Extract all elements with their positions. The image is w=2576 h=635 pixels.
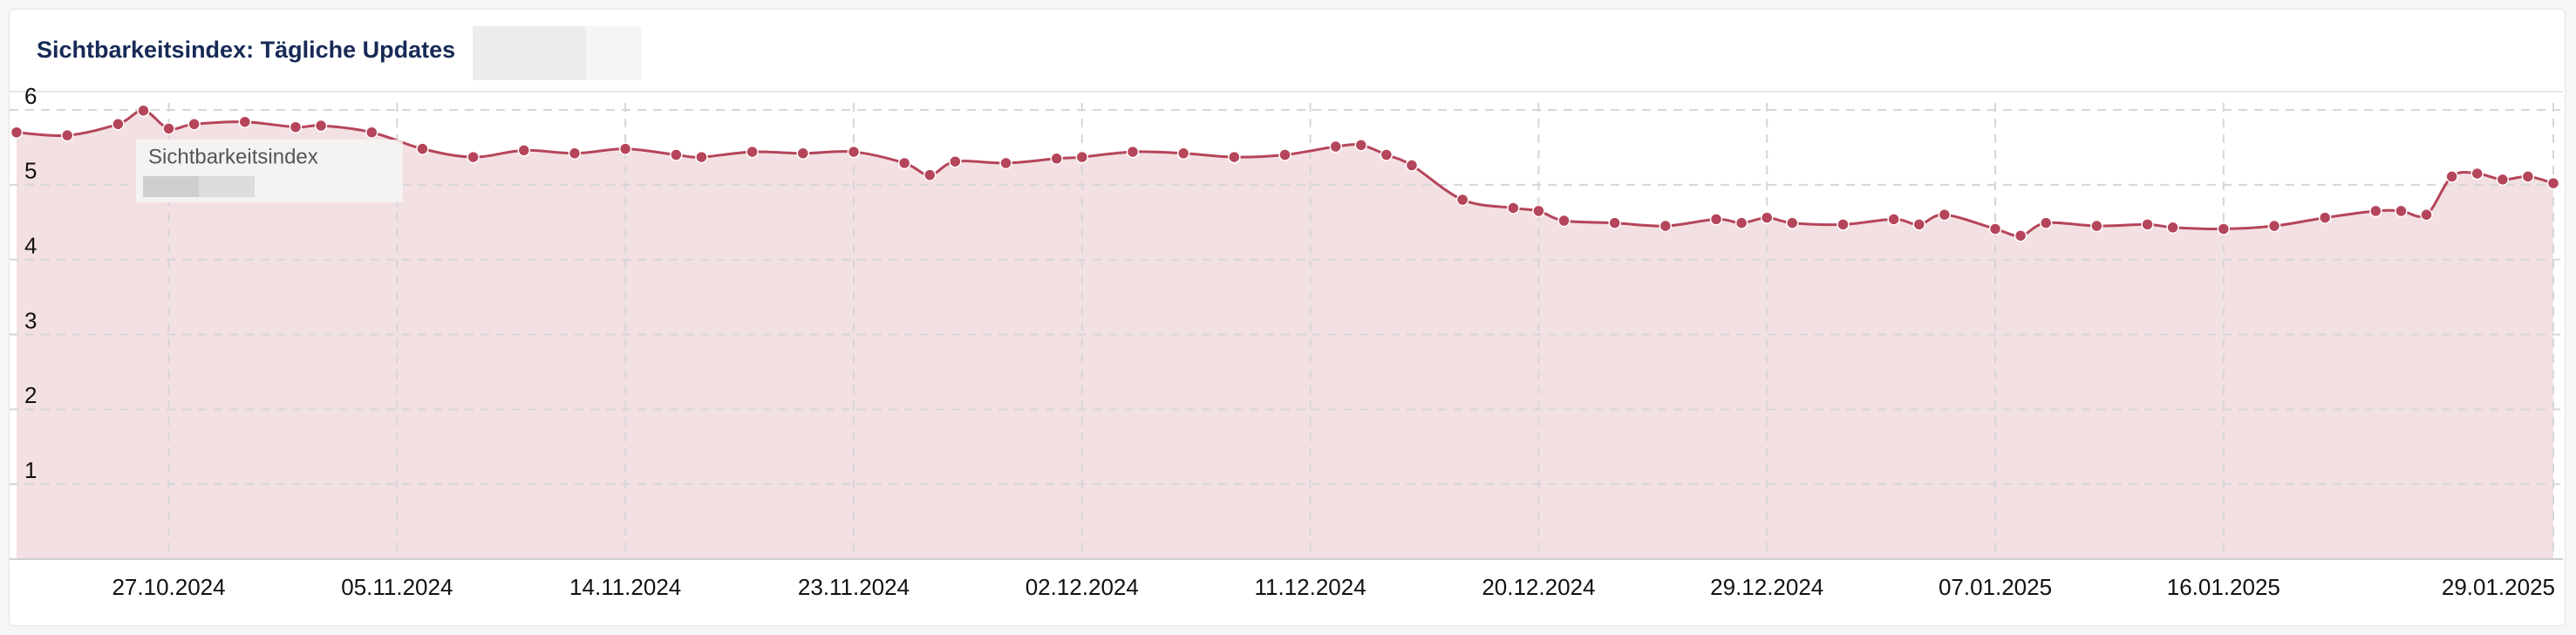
point xyxy=(517,144,531,157)
point xyxy=(999,156,1012,170)
y-tick-label: 4 xyxy=(24,233,37,259)
x-tick-label: 07.01.2025 xyxy=(1939,574,2052,600)
point xyxy=(1557,214,1571,228)
point xyxy=(2166,221,2179,235)
point xyxy=(1887,213,1900,226)
point xyxy=(1786,216,1799,229)
point xyxy=(289,120,303,133)
point xyxy=(2496,173,2510,187)
point xyxy=(2445,170,2458,183)
redacted-block xyxy=(143,176,199,197)
point xyxy=(137,104,150,118)
plot: 1 2 3 4 5 6 27.10.2024 05.11.2024 14.11.2024 23.1… xyxy=(10,83,2563,600)
point xyxy=(2470,167,2484,181)
point xyxy=(2521,170,2535,183)
point xyxy=(112,118,125,131)
point xyxy=(568,147,582,160)
point xyxy=(897,156,911,170)
chart-title: Sichtbarkeitsindex: Tägliche Updates xyxy=(37,37,455,63)
point xyxy=(1532,204,1545,218)
y-tick-label: 6 xyxy=(24,83,37,109)
point xyxy=(1912,218,1925,231)
point xyxy=(2267,219,2281,233)
point xyxy=(10,126,24,139)
point xyxy=(796,147,810,160)
point xyxy=(2039,216,2053,229)
point xyxy=(416,142,429,155)
point xyxy=(1050,152,1063,166)
tooltip: Sichtbarkeitsindex xyxy=(136,140,403,202)
point xyxy=(1709,213,1723,226)
x-tick-label: 29.12.2024 xyxy=(1710,574,1823,600)
point xyxy=(2217,222,2231,236)
point xyxy=(2141,218,2154,231)
point xyxy=(695,150,708,164)
point xyxy=(187,118,201,131)
x-tick-label: 16.01.2025 xyxy=(2167,574,2280,600)
point xyxy=(1455,193,1469,207)
point xyxy=(365,126,378,139)
point xyxy=(1278,148,1291,161)
point xyxy=(1760,211,1774,224)
point xyxy=(847,145,861,159)
x-tick-label: 23.11.2024 xyxy=(798,574,910,600)
point xyxy=(1354,139,1368,152)
card xyxy=(9,9,2566,626)
point xyxy=(1938,208,1952,222)
point xyxy=(2420,208,2433,222)
point xyxy=(60,128,74,142)
x-tick-label: 27.10.2024 xyxy=(112,574,225,600)
point xyxy=(162,122,175,135)
point xyxy=(1507,201,1520,215)
point xyxy=(1659,219,1673,233)
point xyxy=(2369,204,2382,218)
x-tick-label: 29.01.2025 xyxy=(2442,574,2555,600)
point xyxy=(670,148,683,161)
y-tick-label: 5 xyxy=(24,158,37,184)
point xyxy=(314,119,328,133)
point xyxy=(1176,147,1190,160)
point xyxy=(1837,218,1850,231)
point xyxy=(2318,211,2332,224)
point xyxy=(1228,150,1241,164)
point xyxy=(1380,148,1394,161)
point xyxy=(2014,229,2027,242)
point xyxy=(467,150,480,164)
point xyxy=(923,168,937,181)
point xyxy=(238,115,252,128)
point xyxy=(949,154,962,168)
point xyxy=(2090,219,2103,233)
point xyxy=(2546,176,2560,190)
x-tick-label: 11.12.2024 xyxy=(1254,574,1366,600)
x-tick-label: 20.12.2024 xyxy=(1482,574,1595,600)
x-tick-label: 14.11.2024 xyxy=(569,574,681,600)
y-tick-label: 1 xyxy=(24,457,37,483)
x-tick-label: 02.12.2024 xyxy=(1026,574,1139,600)
point xyxy=(1988,222,2002,236)
point xyxy=(1608,216,1621,229)
point xyxy=(1126,145,1140,159)
point xyxy=(1075,150,1089,164)
point xyxy=(1734,216,1748,229)
point xyxy=(1329,140,1342,154)
point xyxy=(1405,159,1419,172)
redacted-block xyxy=(586,26,642,80)
point xyxy=(618,142,632,155)
point xyxy=(746,145,759,159)
y-tick-label: 3 xyxy=(24,307,37,333)
redacted-block xyxy=(199,176,255,197)
redacted-block xyxy=(473,26,586,80)
x-tick-label: 05.11.2024 xyxy=(341,574,453,600)
tooltip-label: Sichtbarkeitsindex xyxy=(148,145,318,168)
y-tick-label: 2 xyxy=(24,382,37,408)
point xyxy=(2395,204,2408,218)
